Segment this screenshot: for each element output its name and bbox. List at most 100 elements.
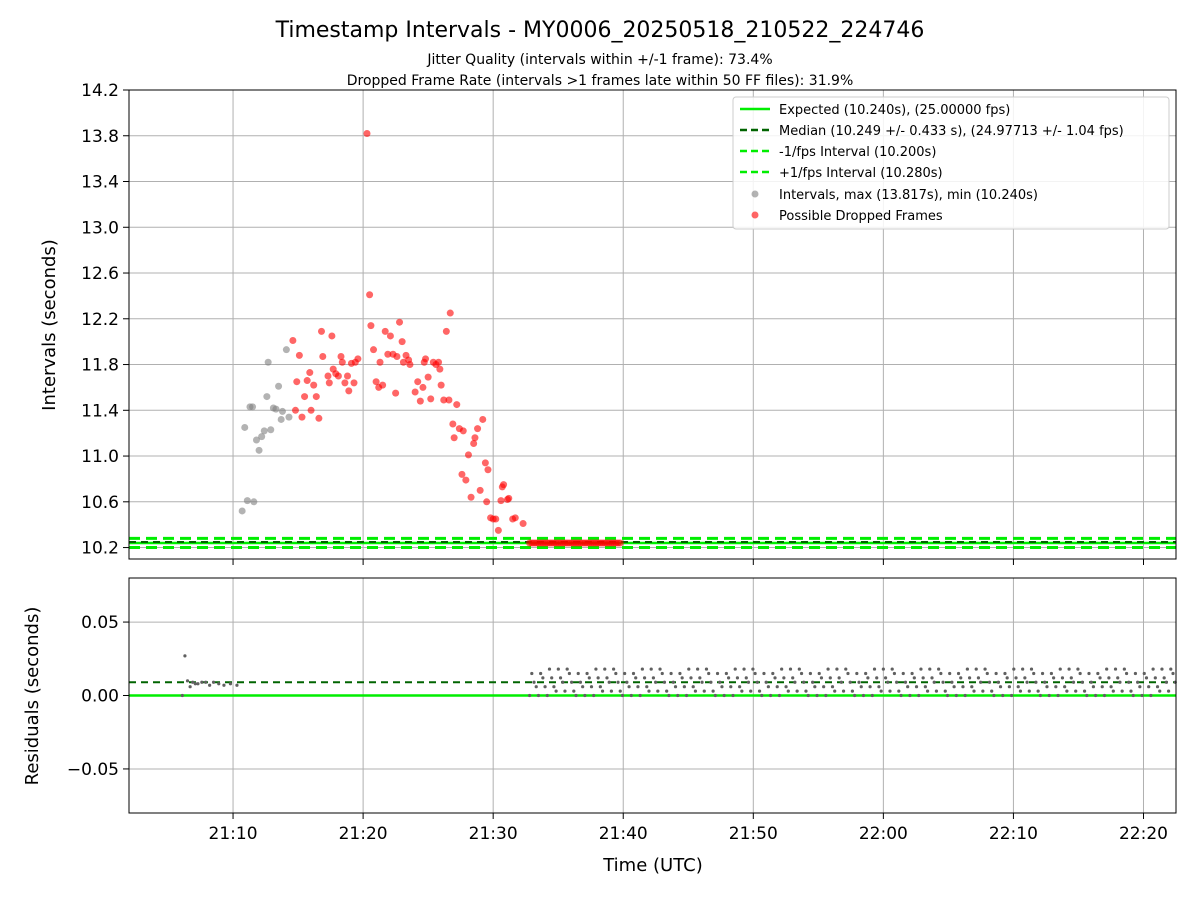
dropped-frame-point [366,291,374,299]
dropped-frame-point [474,425,482,433]
dropped-frame-point [519,520,527,528]
residual-point [793,680,797,684]
dropped-frame-point [298,413,306,421]
residual-point [888,689,892,693]
residual-point [603,667,607,671]
residual-point [998,685,1003,689]
top-y-tick-label: 13.0 [81,218,119,238]
dropped-frame-point [315,414,323,422]
dropped-frame-point [396,318,404,326]
residual-point [578,680,583,684]
residual-point [645,685,649,689]
residual-point [731,693,735,698]
residual-point [1096,671,1100,676]
residual-point [631,671,636,676]
residual-point [1098,676,1102,680]
residual-point [994,671,998,676]
residual-point [707,671,711,676]
residual-point [589,685,594,689]
residual-point [596,676,600,680]
dropped-frame-point [424,373,432,381]
residual-point [921,676,925,680]
dropped-frame-point [312,393,320,401]
x-tick-label: 22:10 [989,824,1038,844]
residual-point [802,680,806,684]
dropped-frame-point [372,378,380,386]
residual-point [1014,676,1018,680]
dropped-frame-point [289,337,297,345]
dropped-frame-point [459,427,467,435]
interval-point [250,498,258,506]
residual-point [649,667,653,671]
dropped-frame-point [334,372,342,380]
residual-point [746,680,751,684]
residual-point [1138,685,1142,689]
residual-point [965,667,969,671]
interval-point [285,413,293,421]
residual-point [906,685,910,689]
residual-point [777,693,782,698]
residual-point [607,680,611,684]
residual-point [903,680,908,684]
residual-point [1027,689,1031,693]
dropped-frame-point [398,338,406,346]
residual-point [1045,685,1049,689]
residual-point [868,685,872,689]
residual-point [563,689,567,693]
residual-point [1025,680,1029,684]
residual-point [941,680,945,684]
residual-point [530,671,534,676]
residual-point [585,671,589,676]
residual-point [671,680,675,684]
residual-point [804,689,808,693]
residual-point [1160,667,1164,671]
residual-point [713,693,717,698]
residual-point [735,676,740,680]
residual-point [1078,671,1082,676]
dropped-frame-point [384,350,392,358]
residual-point [917,693,921,698]
residual-point [208,683,212,687]
dropped-frame-point [464,451,472,459]
x-tick-label: 21:30 [469,824,518,844]
residual-point [733,667,737,671]
residual-point [592,693,596,698]
residual-point [581,685,585,689]
top-y-tick-label: 11.8 [81,356,119,376]
residual-point [970,685,974,689]
residual-point [808,671,812,676]
dropped-subtitle: Dropped Frame Rate (intervals >1 frames … [347,73,854,89]
dropped-frame-point [319,353,327,361]
residual-point [636,685,640,689]
residual-point [932,680,936,684]
residual-point [605,676,609,680]
residual-point [817,671,821,676]
residual-point [565,667,569,671]
residual-point [806,693,810,698]
residual-point [594,667,598,671]
residual-point [943,689,947,693]
residual-point [1166,689,1171,693]
legend-plus: +1/fps Interval (10.280s) [779,166,943,181]
interval-point [238,507,246,515]
residual-point [755,680,759,684]
residual-point [974,667,978,671]
residual-point [191,680,195,684]
residual-point [1140,693,1144,698]
residual-point [797,667,801,671]
residual-point [1155,685,1160,689]
residual-point [811,680,815,684]
legend-minus: -1/fps Interval (10.200s) [779,145,936,160]
interval-point [282,346,290,354]
residual-point [729,685,733,689]
residual-point [895,680,899,684]
x-tick-label: 22:00 [859,824,908,844]
residual-point [1054,685,1058,689]
residual-point [1080,680,1084,684]
residual-point [1149,693,1153,698]
residual-point [684,693,689,698]
residual-point [976,676,981,680]
dropped-frame-point [449,420,457,428]
interval-point [260,427,268,435]
residual-point [715,671,720,676]
